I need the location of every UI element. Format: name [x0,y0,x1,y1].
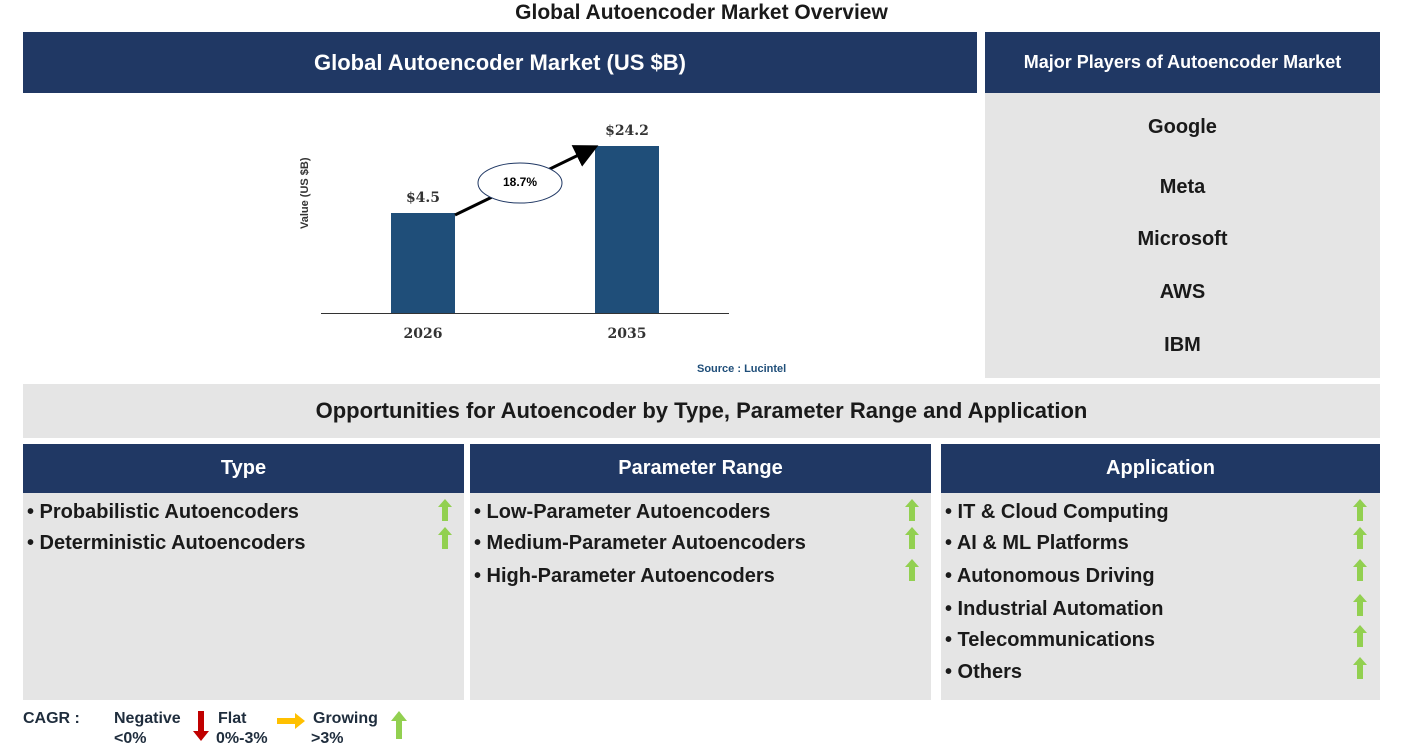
list-item: • AI & ML Platforms [945,532,1129,554]
bar-2035 [595,146,659,313]
players-header: Major Players of Autoencoder Market [985,32,1380,93]
list-item: • Deterministic Autoencoders [27,532,306,554]
flat-arrow-icon [277,713,305,729]
negative-arrow-icon [193,711,209,741]
segment-type: • Probabilistic Autoencoders • Determini… [23,493,464,700]
player-item: Microsoft [1137,228,1228,250]
legend-growing-range: >3% [311,730,344,747]
segment-parameter-range: • Low-Parameter Autoencoders • Medium-Pa… [470,493,931,700]
value-label-2035: $24.2 [605,123,649,139]
growing-arrow-icon [438,499,452,521]
growing-arrow-icon [905,499,919,521]
list-item: • Medium-Parameter Autoencoders [474,532,806,554]
cagr-annotation: 18.7% [502,175,538,189]
list-item: • Probabilistic Autoencoders [27,501,299,523]
chart-header: Global Autoencoder Market (US $B) [23,32,977,93]
list-item: • Industrial Automation [945,598,1164,620]
player-item: Meta [1159,176,1206,198]
x-tick-2026: 2026 [403,326,443,342]
list-item: • IT & Cloud Computing [945,501,1169,523]
player-item: AWS [1159,281,1206,303]
list-item: • Others [945,661,1023,683]
player-item: Google [1148,116,1217,138]
growing-arrow-icon [1353,657,1367,679]
list-item: • Telecommunications [945,629,1156,651]
cagr-arrow-icon [454,145,599,217]
growing-arrow-icon [438,527,452,549]
growing-arrow-icon [1353,527,1367,549]
list-item: • Autonomous Driving [945,565,1155,587]
segment-header-application: Application [941,444,1380,493]
growing-arrow-icon [1353,559,1367,581]
page-title: Global Autoencoder Market Overview [515,1,888,24]
growing-arrow-icon [1353,499,1367,521]
legend-flat-range: 0%-3% [216,730,268,747]
segment-header-type: Type [23,444,464,493]
x-axis-line [321,313,729,314]
segment-application: • IT & Cloud Computing • AI & ML Platfor… [941,493,1380,700]
bar-chart: Value (US $B) $4.5 $24.2 2026 2035 18.7%… [23,93,977,378]
list-item: • High-Parameter Autoencoders [474,565,775,587]
growing-arrow-icon [1353,625,1367,647]
opportunities-header: Opportunities for Autoencoder by Type, P… [23,384,1380,438]
list-item: • Low-Parameter Autoencoders [474,501,771,523]
player-item: IBM [1164,334,1201,356]
source-label: Source : Lucintel [697,363,787,375]
growing-arrow-icon [905,527,919,549]
value-label-2026: $4.5 [405,190,441,206]
growing-arrow-icon [1353,594,1367,616]
legend-growing: Growing [313,710,378,727]
segment-header-parameter-range: Parameter Range [470,444,931,493]
bar-2026 [391,213,455,313]
players-list: Google Meta Microsoft AWS IBM [985,93,1380,378]
legend-negative: Negative [114,710,181,727]
growing-arrow-icon [905,559,919,581]
legend-label: CAGR : [23,710,80,727]
x-tick-2035: 2035 [607,326,647,342]
legend-negative-range: <0% [114,730,147,747]
legend-flat: Flat [218,710,247,727]
growing-arrow-icon [391,711,407,739]
